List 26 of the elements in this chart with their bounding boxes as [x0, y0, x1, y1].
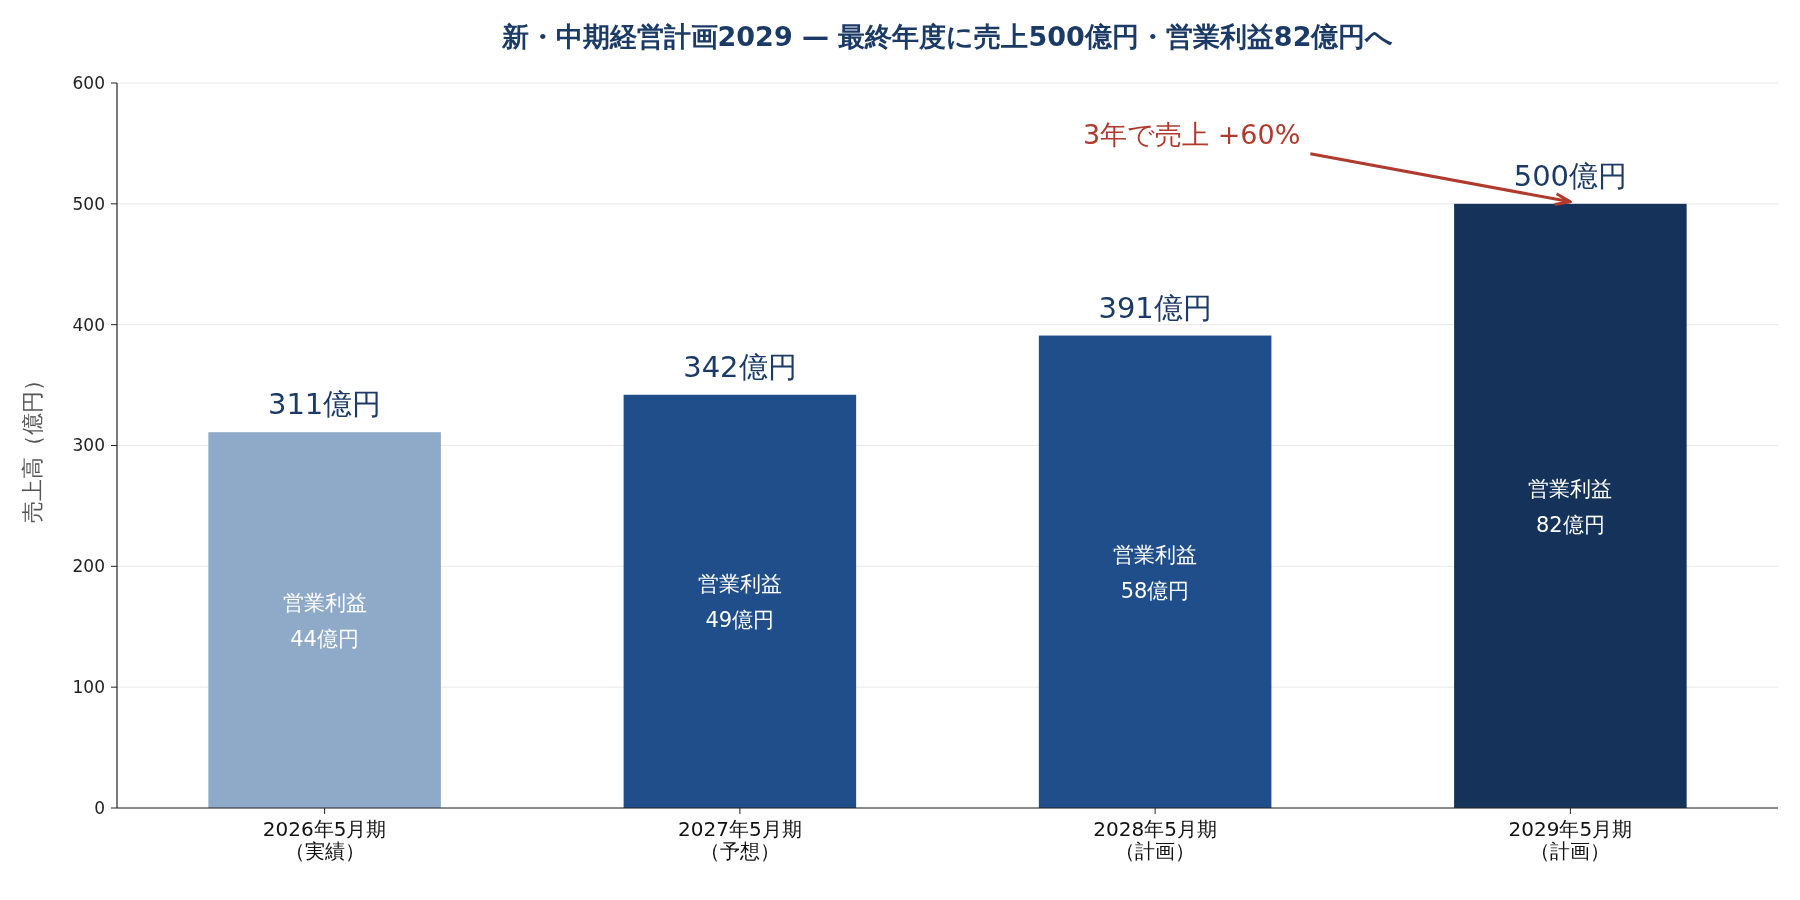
bar [1038, 335, 1272, 808]
annotation: 3年で売上 +60% [1082, 118, 1301, 150]
y-tick-label: 200 [72, 556, 105, 577]
x-tick-label: 2028年5月期（計画） [1093, 817, 1217, 863]
chart-title: 新・中期経営計画2029 — 最終年度に売上500億円・営業利益82億円へ [500, 21, 1394, 52]
data-label: 311億円 [267, 387, 382, 422]
annotation: 営業利益44億円 [282, 591, 367, 652]
bar [623, 394, 857, 808]
x-tick-label: 2027年5月期（予想） [678, 817, 802, 863]
annotation: 営業利益49億円 [697, 572, 782, 633]
y-tick-label: 600 [72, 72, 105, 93]
bar [1454, 203, 1687, 808]
data-label: 342億円 [683, 349, 797, 384]
data-label: 500億円 [1513, 158, 1628, 193]
x-tick-label: 2026年5月期（実績） [262, 817, 387, 863]
y-tick-label: 100 [72, 677, 105, 698]
y-tick-label: 400 [72, 314, 105, 335]
y-axis-title: 売上高（億円） [20, 368, 45, 523]
bar [208, 432, 441, 808]
x-tick-label: 2029年5月期（計画） [1508, 817, 1633, 863]
y-tick-label: 0 [94, 797, 105, 818]
annotation: 営業利益82億円 [1528, 476, 1613, 537]
data-label: 391億円 [1098, 290, 1212, 325]
annotation: 営業利益58億円 [1113, 542, 1198, 603]
y-tick-label: 300 [72, 435, 105, 456]
y-tick-label: 500 [72, 193, 105, 214]
